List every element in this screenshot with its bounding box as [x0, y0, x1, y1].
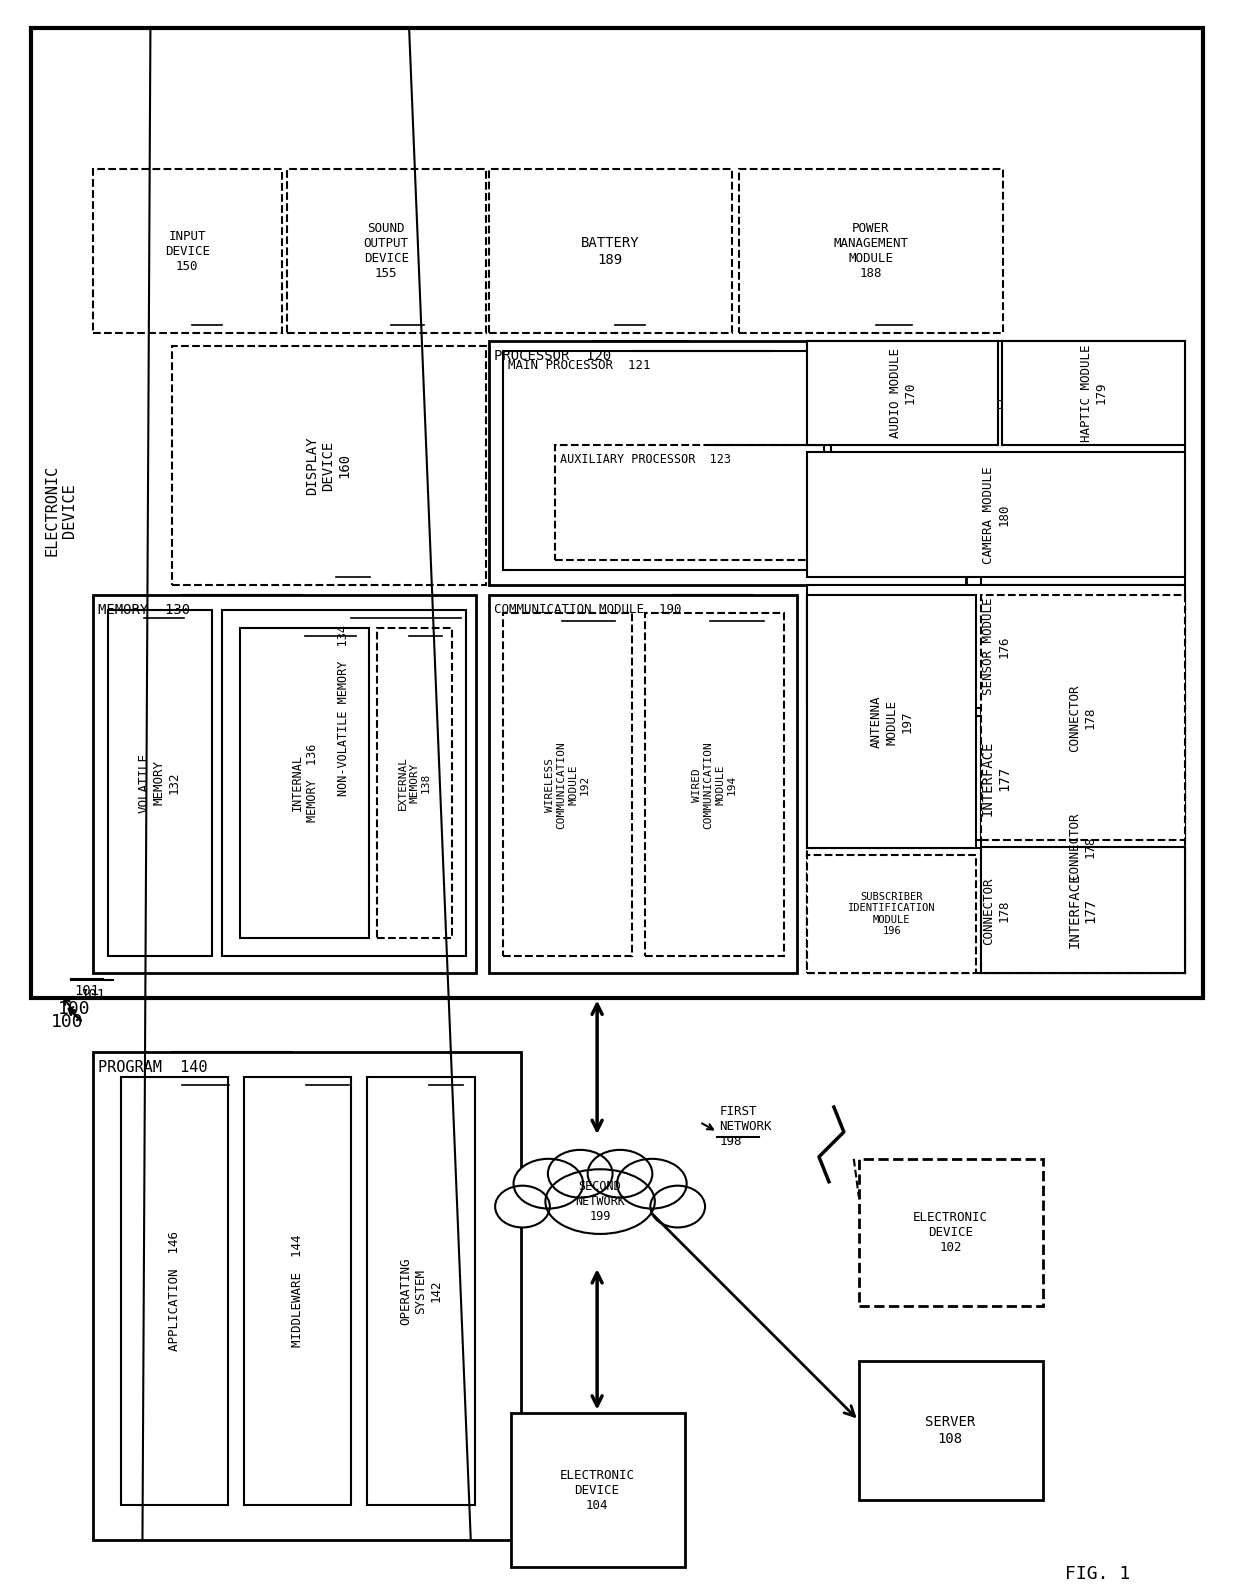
- Bar: [489, 340, 966, 585]
- Ellipse shape: [618, 1159, 687, 1208]
- Bar: [502, 612, 632, 956]
- Bar: [807, 340, 1185, 471]
- Bar: [222, 609, 466, 956]
- Bar: [556, 445, 823, 560]
- Text: EXTERNAL
MEMORY
138: EXTERNAL MEMORY 138: [398, 755, 430, 809]
- Text: DISPLAY
DEVICE
160: DISPLAY DEVICE 160: [305, 436, 352, 494]
- Text: 101: 101: [81, 987, 105, 1002]
- Text: ELECTRONIC
DEVICE
104: ELECTRONIC DEVICE 104: [559, 1469, 635, 1512]
- Text: ELECTRONIC
DEVICE
102: ELECTRONIC DEVICE 102: [913, 1212, 988, 1255]
- Text: SERVER
108: SERVER 108: [925, 1415, 976, 1445]
- Bar: [807, 716, 1185, 841]
- Ellipse shape: [548, 1150, 613, 1197]
- Text: POWER
MANAGEMENT
MODULE
188: POWER MANAGEMENT MODULE 188: [833, 223, 908, 280]
- Ellipse shape: [513, 1159, 583, 1208]
- Text: MAIN PROCESSOR  121: MAIN PROCESSOR 121: [507, 359, 650, 372]
- Text: MIDDLEWARE  144: MIDDLEWARE 144: [291, 1235, 304, 1347]
- Ellipse shape: [588, 1150, 652, 1197]
- Text: FIG. 1: FIG. 1: [1065, 1565, 1130, 1582]
- Text: AUDIO MODULE
170: AUDIO MODULE 170: [889, 348, 916, 437]
- Text: PROGRAM  140: PROGRAM 140: [98, 1061, 207, 1075]
- Bar: [489, 595, 797, 973]
- Text: ELECTRONIC
DEVICE: ELECTRONIC DEVICE: [45, 464, 77, 556]
- Text: ANTENNA
MODULE
197: ANTENNA MODULE 197: [867, 696, 910, 749]
- Text: OPERATING
SYSTEM
142: OPERATING SYSTEM 142: [399, 1258, 443, 1324]
- Text: FIRST
NETWORK
198: FIRST NETWORK 198: [719, 1105, 773, 1148]
- Bar: [859, 1159, 1043, 1305]
- Bar: [981, 855, 1185, 973]
- Text: APPLICATION  146: APPLICATION 146: [167, 1231, 181, 1352]
- Bar: [807, 595, 976, 849]
- Text: COMMUNICATION MODULE  190: COMMUNICATION MODULE 190: [494, 603, 681, 615]
- Bar: [981, 595, 1185, 841]
- Text: CONNECTOR
178: CONNECTOR 178: [1069, 812, 1096, 881]
- Text: INPUT
DEVICE
150: INPUT DEVICE 150: [165, 231, 210, 273]
- Bar: [739, 169, 1003, 332]
- Text: SENSOR MODULE  176: SENSOR MODULE 176: [929, 399, 1064, 412]
- Text: SECOND
NETWORK
199: SECOND NETWORK 199: [575, 1180, 625, 1223]
- Text: ANTENNA
MODULE
197: ANTENNA MODULE 197: [870, 696, 913, 749]
- Text: INTERFACE
177: INTERFACE 177: [1045, 898, 1120, 929]
- Text: VOLATILE
MEMORY
132: VOLATILE MEMORY 132: [138, 752, 181, 812]
- Text: INTERNAL
MEMORY  136: INTERNAL MEMORY 136: [290, 744, 319, 822]
- Bar: [807, 340, 998, 445]
- Text: INTERFACE
177: INTERFACE 177: [981, 741, 1011, 816]
- Text: CAMERA MODULE
180: CAMERA MODULE 180: [1034, 517, 1131, 545]
- Text: HAPTIC MODULE
179: HAPTIC MODULE 179: [1080, 343, 1107, 442]
- Ellipse shape: [650, 1186, 706, 1227]
- Bar: [807, 849, 1185, 973]
- Text: NON-VOLATILE MEMORY  134: NON-VOLATILE MEMORY 134: [337, 625, 350, 795]
- Bar: [286, 169, 486, 332]
- Bar: [807, 585, 1185, 708]
- Bar: [807, 855, 976, 973]
- Bar: [807, 453, 1185, 577]
- Text: SENSOR MODULE
176: SENSOR MODULE 176: [982, 598, 1011, 695]
- Text: MEMORY  130: MEMORY 130: [98, 603, 190, 617]
- Bar: [377, 628, 451, 938]
- Text: 100: 100: [51, 1013, 83, 1030]
- Bar: [645, 612, 784, 956]
- Bar: [981, 595, 1185, 849]
- Text: CAMERA MODULE
180: CAMERA MODULE 180: [982, 466, 1011, 564]
- Text: 100: 100: [58, 1000, 91, 1018]
- Bar: [241, 628, 370, 938]
- Bar: [807, 855, 971, 973]
- Text: 101: 101: [74, 984, 99, 997]
- Bar: [489, 169, 733, 332]
- Bar: [108, 609, 212, 956]
- Bar: [172, 347, 486, 585]
- Bar: [807, 595, 971, 849]
- Ellipse shape: [546, 1169, 655, 1234]
- Text: CONNECTOR
178: CONNECTOR 178: [1069, 684, 1096, 752]
- Text: SUBSCRIBER
IDENTIFICATION
MODULE
196: SUBSCRIBER IDENTIFICATION MODULE 196: [848, 892, 935, 937]
- Bar: [120, 1078, 228, 1506]
- Text: WIRED
COMMUNICATION
MODULE
194: WIRED COMMUNICATION MODULE 194: [692, 741, 737, 828]
- Text: BATTERY
189: BATTERY 189: [580, 237, 640, 267]
- Text: AUXILIARY PROCESSOR  123: AUXILIARY PROCESSOR 123: [560, 453, 732, 466]
- Bar: [1002, 340, 1185, 445]
- Bar: [93, 595, 476, 973]
- Bar: [981, 719, 1185, 973]
- Bar: [93, 169, 281, 332]
- Text: SOUND
OUTPUT
DEVICE
155: SOUND OUTPUT DEVICE 155: [363, 223, 409, 280]
- Bar: [367, 1078, 475, 1506]
- Bar: [981, 847, 1185, 973]
- Text: CONNECTOR
178: CONNECTOR 178: [982, 878, 1011, 944]
- Text: INTERFACE
177: INTERFACE 177: [1068, 873, 1097, 948]
- Bar: [859, 1361, 1043, 1499]
- Bar: [244, 1078, 351, 1506]
- Bar: [981, 477, 1185, 585]
- Text: PROCESSOR  120: PROCESSOR 120: [494, 348, 611, 363]
- Bar: [93, 1053, 521, 1539]
- Text: CONNECTOR
178: CONNECTOR 178: [1069, 688, 1096, 755]
- Ellipse shape: [495, 1186, 549, 1227]
- Text: SUBSCRIBER
IDENTIFICATION
MODULE
196: SUBSCRIBER IDENTIFICATION MODULE 196: [844, 892, 932, 937]
- Bar: [502, 351, 831, 569]
- Bar: [31, 27, 1203, 997]
- Text: WIRELESS
COMMUNICATION
MODULE
192: WIRELESS COMMUNICATION MODULE 192: [544, 741, 590, 828]
- Bar: [511, 1412, 684, 1566]
